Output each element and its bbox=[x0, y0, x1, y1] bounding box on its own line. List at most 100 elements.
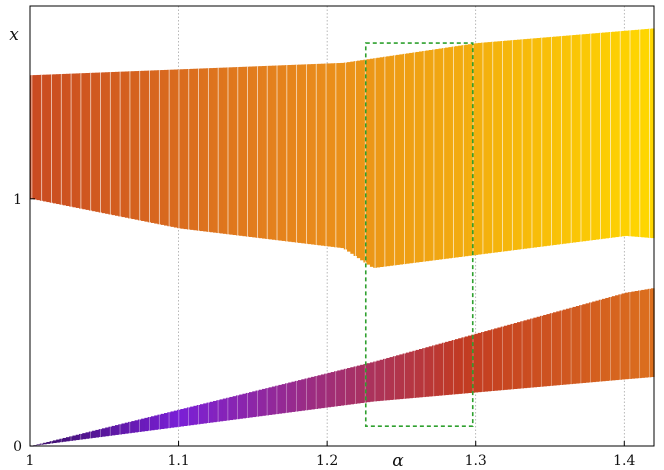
upper-band-col-181 bbox=[621, 30, 626, 237]
lower-band-col-55 bbox=[209, 401, 214, 423]
lower-streak-165 bbox=[570, 307, 572, 385]
lower-streak-54 bbox=[207, 402, 209, 424]
lower-band-col-5 bbox=[46, 441, 51, 444]
lower-streak-42 bbox=[168, 412, 170, 429]
lower-streak-6 bbox=[51, 441, 52, 444]
lower-streak-111 bbox=[394, 356, 395, 400]
lower-band-col-41 bbox=[164, 413, 168, 429]
lower-band-col-77 bbox=[281, 384, 286, 414]
upper-band-col-20 bbox=[95, 72, 100, 212]
lower-streak-93 bbox=[335, 371, 337, 407]
lower-band-col-122 bbox=[428, 346, 433, 397]
lower-band-col-184 bbox=[631, 291, 636, 379]
lower-band-col-10 bbox=[62, 437, 67, 442]
lower-streak-39 bbox=[158, 414, 160, 430]
upper-band-col-47 bbox=[183, 69, 188, 230]
upper-streak-48 bbox=[188, 68, 190, 230]
lower-band-col-110 bbox=[389, 357, 394, 400]
lower-band-col-26 bbox=[114, 425, 119, 435]
upper-band-col-68 bbox=[252, 66, 256, 238]
lower-streak-99 bbox=[355, 366, 356, 404]
upper-band-col-154 bbox=[533, 38, 538, 248]
lower-band-col-157 bbox=[543, 314, 547, 387]
upper-band-col-190 bbox=[651, 28, 655, 239]
upper-band-col-157 bbox=[543, 37, 547, 247]
upper-band-col-56 bbox=[213, 67, 217, 233]
upper-band-col-11 bbox=[65, 73, 70, 206]
lower-band-col-2 bbox=[36, 444, 41, 446]
lower-streak-123 bbox=[433, 345, 435, 397]
upper-band-col-38 bbox=[154, 70, 158, 224]
axis-layer: 1 1.1 1.2 1.3 1.401 bbox=[13, 5, 655, 469]
lower-band-col-1 bbox=[33, 445, 37, 446]
lower-band-col-40 bbox=[160, 413, 165, 429]
upper-band-col-76 bbox=[278, 65, 283, 241]
upper-streak-105 bbox=[374, 58, 376, 268]
upper-band-col-53 bbox=[203, 68, 207, 232]
lower-band-col-58 bbox=[219, 399, 224, 422]
upper-band-col-164 bbox=[566, 35, 570, 244]
upper-streak-144 bbox=[502, 41, 503, 252]
lower-band-col-104 bbox=[369, 362, 374, 402]
upper-streak-147 bbox=[511, 40, 513, 251]
upper-band-col-89 bbox=[320, 63, 325, 246]
lower-streak-114 bbox=[404, 353, 405, 399]
lower-streak-150 bbox=[521, 321, 523, 389]
upper-streak-120 bbox=[423, 50, 425, 262]
upper-band-col-29 bbox=[124, 71, 129, 218]
lower-band-col-142 bbox=[494, 328, 498, 391]
upper-band-col-44 bbox=[173, 69, 178, 228]
upper-streak-111 bbox=[394, 55, 396, 266]
upper-band-col-136 bbox=[474, 43, 479, 255]
lower-streak-120 bbox=[423, 348, 425, 398]
upper-streak-66 bbox=[247, 66, 248, 237]
upper-streak-138 bbox=[482, 42, 484, 255]
lower-band-col-13 bbox=[72, 435, 77, 441]
upper-band-col-23 bbox=[105, 72, 109, 214]
lower-streak-159 bbox=[551, 313, 552, 386]
lower-band-col-163 bbox=[562, 309, 567, 385]
upper-band-col-67 bbox=[248, 66, 253, 237]
upper-band-col-4 bbox=[43, 74, 47, 202]
lower-streak-144 bbox=[502, 326, 503, 391]
lower-band-col-131 bbox=[458, 338, 462, 394]
lower-band-col-112 bbox=[396, 355, 400, 400]
upper-band-col-5 bbox=[46, 74, 51, 203]
upper-band-col-124 bbox=[435, 49, 439, 260]
lower-band-col-188 bbox=[644, 289, 649, 378]
lower-streak-81 bbox=[296, 380, 297, 412]
lower-band-col-16 bbox=[82, 433, 86, 440]
upper-streak-27 bbox=[119, 71, 121, 217]
upper-streak-0 bbox=[31, 75, 33, 199]
lower-band-col-35 bbox=[144, 417, 149, 432]
upper-band-col-88 bbox=[317, 63, 322, 246]
upper-band-col-58 bbox=[219, 67, 224, 234]
upper-band-col-109 bbox=[386, 56, 390, 267]
lower-streak-108 bbox=[384, 358, 386, 401]
lower-band-col-85 bbox=[307, 377, 312, 410]
lower-band-col-151 bbox=[523, 320, 528, 389]
lower-band-col-134 bbox=[467, 335, 472, 394]
upper-band-col-176 bbox=[605, 32, 609, 239]
streak-layer bbox=[31, 28, 651, 447]
upper-band-col-143 bbox=[497, 41, 502, 253]
upper-band-col-37 bbox=[150, 70, 155, 223]
upper-band-col-110 bbox=[389, 55, 394, 266]
upper-streak-78 bbox=[286, 65, 288, 242]
lower-band-col-38 bbox=[154, 415, 158, 430]
lower-band-col-86 bbox=[311, 376, 315, 410]
lower-band-col-31 bbox=[131, 421, 135, 433]
lower-band-col-119 bbox=[418, 349, 423, 398]
upper-band-col-73 bbox=[268, 65, 273, 240]
upper-streak-57 bbox=[217, 67, 219, 234]
lower-band-col-37 bbox=[150, 416, 155, 431]
lower-band-col-113 bbox=[399, 354, 404, 400]
x-tick-label-3: 1.3 bbox=[465, 453, 487, 469]
upper-streak-180 bbox=[619, 31, 621, 237]
upper-band-col-128 bbox=[448, 47, 453, 259]
lower-streak-36 bbox=[149, 417, 150, 431]
lower-band-col-23 bbox=[105, 427, 109, 437]
upper-streak-171 bbox=[590, 33, 592, 241]
lower-streak-87 bbox=[315, 376, 317, 409]
